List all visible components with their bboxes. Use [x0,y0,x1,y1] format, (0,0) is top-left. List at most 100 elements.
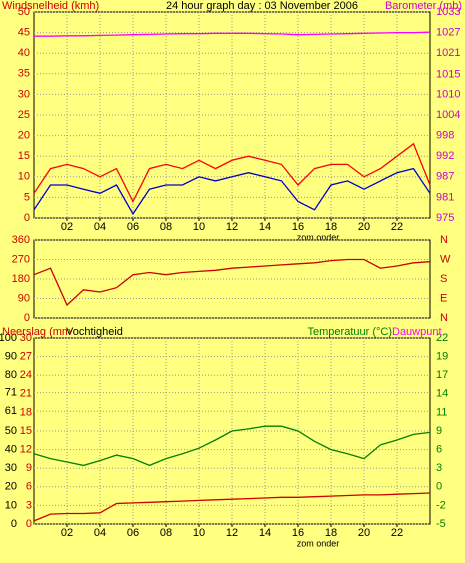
x-tick-label: 06 [127,527,139,539]
x-tick-label: 14 [259,527,271,539]
x-tick-label: 10 [193,221,205,233]
y2-axis-label: Barometer (mb) [385,0,462,12]
series-line [33,425,431,467]
x-tick-label: 02 [61,527,73,539]
x-tick-label: 18 [325,527,337,539]
y-tick-label: 30 [18,88,30,100]
y3-axis-label: Neerslag (mm [2,326,71,338]
x-tick-label: 18 [325,221,337,233]
series-line [33,492,431,522]
y2-tick-label: S [440,273,447,285]
y2-tick-label: 992 [436,150,454,162]
y-tick-label: 50 [5,425,17,437]
y3-tick-label: 24 [20,369,32,381]
y2-axis-label-extra: Dauwpunt [392,326,442,338]
x-tick-label: 12 [226,527,238,539]
y3-tick-label: 27 [20,351,32,363]
x-tick-label: 20 [358,221,370,233]
x-tick-label: 20 [358,527,370,539]
y3-tick-label: 30 [20,332,32,344]
y2-tick-label: 9 [436,425,442,437]
y-tick-label: 30 [5,462,17,474]
y2-tick-label: N [440,312,448,324]
y-tick-label: 20 [5,481,17,493]
y3-tick-label: 6 [26,481,32,493]
y-tick-label: 90 [18,292,30,304]
x-tick-label: 04 [94,221,106,233]
y3-tick-label: 9 [26,462,32,474]
y-tick-label: 25 [18,109,30,121]
y2-tick-label: 1010 [436,88,460,100]
y2-tick-label: 3 [436,462,442,474]
y-tick-label: 40 [18,47,30,59]
y3-tick-label: 0 [26,518,32,530]
series-line [33,167,431,216]
y-tick-label: 61 [5,405,17,417]
y-tick-label: 10 [5,499,17,511]
x-tick-label: 22 [391,221,403,233]
y-tick-label: 90 [5,351,17,363]
y2-tick-label: W [440,253,451,265]
y-tick-label: 10 [18,171,30,183]
y2-tick-label: 987 [436,171,454,183]
y2-tick-label: -2 [436,499,446,511]
y2-tick-label: 981 [436,191,454,203]
y2-tick-label: 17 [436,369,448,381]
y2-tick-label: N [440,234,448,246]
y2-tick-label: 0 [436,481,442,493]
annotation: zom onder [297,538,340,548]
x-tick-label: 04 [94,527,106,539]
y3-tick-label: 15 [20,425,32,437]
y2-tick-label: 975 [436,212,454,224]
y2-tick-label: 19 [436,351,448,363]
x-tick-label: 22 [391,527,403,539]
y-tick-label: 270 [12,253,30,265]
y-tick-label: 0 [11,518,17,530]
y2-tick-label: 1015 [436,68,460,80]
y-tick-label: 71 [5,387,17,399]
y2-tick-label: 14 [436,388,448,400]
y3-tick-label: 12 [20,444,32,456]
annotation: zom onder [297,232,340,242]
x-tick-label: 16 [292,221,304,233]
y2-tick-label: 1027 [436,27,460,39]
y2-tick-label: 1021 [436,47,460,59]
x-tick-label: 12 [226,221,238,233]
y2-tick-label: E [440,292,447,304]
y-tick-label: 180 [12,273,30,285]
x-tick-label: 08 [160,221,172,233]
y2-tick-label: 6 [436,444,442,456]
y2-tick-label: 998 [436,130,454,142]
y2-tick-label: 1004 [436,109,460,121]
y-tick-label: 15 [18,150,30,162]
y2-tick-label: -5 [436,518,446,530]
y2-tick-label: 22 [436,332,448,344]
y-tick-label: 35 [18,68,30,80]
y-tick-label: 20 [18,130,30,142]
y3-tick-label: 18 [20,406,32,418]
y-tick-label: 100 [0,332,17,344]
y-tick-label: 0 [24,212,30,224]
x-tick-label: 14 [259,221,271,233]
x-tick-label: 08 [160,527,172,539]
y2-axis-label: Temperatuur (°C) [308,326,392,338]
x-tick-label: 10 [193,527,205,539]
x-tick-label: 02 [61,221,73,233]
y2-tick-label: 11 [436,406,447,418]
series-line [34,31,431,37]
y3-tick-label: 21 [20,388,32,400]
series-line [33,258,431,307]
y-tick-label: 80 [5,369,17,381]
y-tick-label: 50 [18,6,30,18]
series-line [33,142,431,203]
chart-title: 24 hour graph day : 03 November 2006 [166,0,358,12]
y-tick-label: 40 [5,444,17,456]
x-tick-label: 16 [292,527,304,539]
x-tick-label: 06 [127,221,139,233]
y-tick-label: 360 [12,234,30,246]
y-axis-label: Vochtigheid [66,326,123,338]
y-tick-label: 45 [18,27,30,39]
y2-tick-label: 1033 [436,6,460,18]
